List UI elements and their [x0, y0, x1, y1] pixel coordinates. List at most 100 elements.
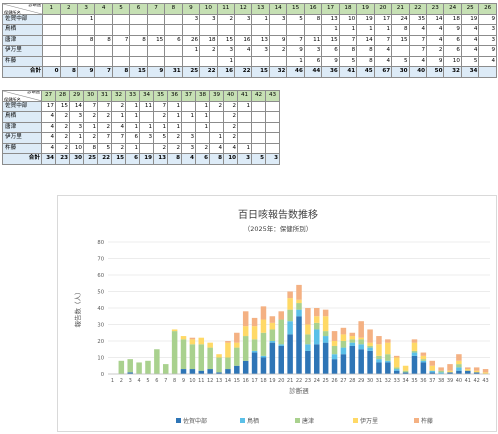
table-cell: 1 [167, 100, 182, 112]
table-cell: 9 [321, 55, 340, 67]
x-tick-label: 17 [251, 378, 257, 384]
table-cell [94, 13, 113, 25]
bar-segment [331, 341, 338, 346]
bar-segment [180, 369, 187, 374]
bar-segment [465, 370, 471, 374]
bar-segment [287, 309, 293, 322]
week-header: 7 [146, 3, 166, 15]
total-cell: 22 [97, 153, 112, 165]
bar-segment [411, 352, 418, 356]
week-header: 33 [125, 90, 140, 102]
week-header: 30 [83, 90, 98, 102]
table-cell: 2 [167, 132, 182, 144]
bar-segment [367, 347, 373, 351]
bar-segment [234, 342, 240, 348]
table-cell: 14 [69, 100, 84, 112]
total-cell [478, 66, 497, 78]
bar-segment [171, 329, 178, 332]
bar-segment [225, 357, 231, 370]
week-header: 32 [111, 90, 126, 102]
bar-segment [260, 357, 267, 374]
table-cell [268, 55, 288, 67]
bar-segment [322, 342, 329, 374]
bar-segment [305, 308, 311, 325]
table-cell: 2 [55, 142, 70, 154]
row-label: 唐津 [2, 121, 42, 133]
x-tick-label: 10 [189, 378, 195, 384]
legend-swatch [176, 418, 181, 423]
table-cell: 1 [216, 55, 236, 67]
table-cell: 4 [234, 45, 253, 57]
table-cell: 9 [478, 45, 497, 57]
table-cell: 4 [41, 111, 56, 123]
bar-segment [402, 365, 409, 371]
row-label: 佐賀中部 [2, 100, 42, 112]
table-cell: 1 [338, 24, 358, 36]
table-cell: 35 [408, 13, 428, 25]
table-cell: 1 [125, 100, 140, 112]
total-cell: 3 [265, 153, 280, 165]
table-cell: 2 [97, 121, 112, 133]
x-tick-label: 6 [155, 378, 158, 384]
x-tick-label: 41 [465, 378, 471, 384]
table-cell: 5 [97, 142, 112, 154]
total-label: 合計 [2, 153, 42, 165]
table-cell: 8 [83, 142, 98, 154]
table-row: 佐賀中部 17 15 14 7 7 2 1 11 7 1 1 2 2 1 [2, 100, 280, 112]
week-header: 42 [251, 90, 266, 102]
legend-swatch [353, 418, 358, 423]
weekly-report-table-2: 診断週 保健所名 27 28 29 30 31 32 33 34 35 36 37 38 39 40 41 42 4… [2, 90, 280, 165]
bar-segment [278, 345, 284, 374]
bar-segment [429, 365, 436, 371]
bar-segment [296, 309, 302, 317]
table-cell [268, 24, 288, 36]
bar-segment [171, 331, 178, 374]
y-tick-label: 0 [101, 372, 104, 378]
bar-segment [216, 372, 222, 374]
table-row: 伊万里 4 2 1 2 7 7 6 3 5 2 3 1 2 [2, 132, 280, 144]
bar-segment [269, 329, 276, 341]
table-cell: 7 [373, 34, 393, 46]
table-cell: 1 [195, 111, 210, 123]
table-cell [146, 45, 166, 57]
table-cell: 3 [268, 13, 288, 25]
bar-segment [456, 364, 462, 368]
total-cell: 36 [321, 66, 340, 78]
bar-segment [385, 360, 391, 363]
week-header: 25 [460, 3, 480, 15]
table-cell: 1 [111, 111, 126, 123]
table-cell: 1 [251, 13, 270, 25]
bar-segment [456, 370, 462, 374]
bar-segment [331, 331, 338, 341]
x-tick-label: 23 [305, 378, 311, 384]
bar-segment [429, 360, 436, 366]
table-cell [76, 55, 96, 67]
table-cell [195, 132, 210, 144]
bar-segment [287, 334, 293, 374]
total-cell: 6 [195, 153, 210, 165]
table-cell: 3 [199, 13, 218, 25]
bar-segment [180, 339, 187, 370]
table-cell [286, 24, 305, 36]
total-cell: 15 [129, 66, 148, 78]
table-cell: 5 [286, 13, 305, 25]
table-cell: 7 [338, 34, 358, 46]
table-cell: 15 [216, 34, 236, 46]
bar-segment [136, 362, 142, 374]
week-header: 43 [265, 90, 280, 102]
y-tick-label: 20 [97, 339, 104, 345]
bar-segment [473, 367, 480, 371]
x-tick-label: 4 [137, 378, 140, 384]
bar-segment [340, 334, 347, 341]
x-tick-label: 3 [129, 378, 132, 384]
table-cell: 7 [97, 100, 112, 112]
legend-label: 鳥栖 [247, 417, 259, 425]
table-cell [42, 34, 61, 46]
total-cell: 23 [55, 153, 70, 165]
bar-segment [393, 369, 400, 371]
bar-segment [225, 341, 231, 343]
week-header: 10 [199, 3, 218, 15]
table-cell: 15 [321, 34, 340, 46]
table-cell [59, 34, 78, 46]
week-header: 21 [391, 3, 410, 15]
